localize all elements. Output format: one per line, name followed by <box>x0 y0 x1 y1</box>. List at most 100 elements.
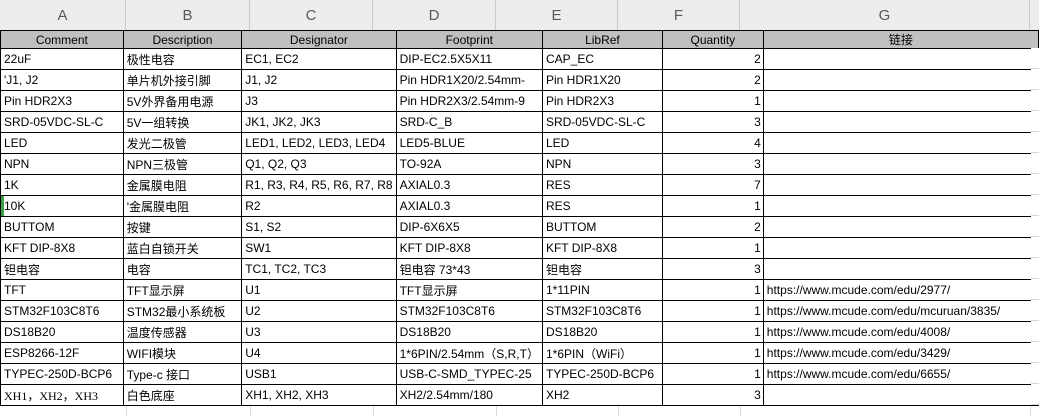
cell-quantity[interactable]: 1 <box>661 342 764 364</box>
cell-link[interactable]: https://www.mcude.com/edu/mcuruan/3835/ <box>762 300 1039 322</box>
cell-footprint[interactable]: TO-92A <box>395 153 543 175</box>
cell-libref[interactable]: CAP_EC <box>541 48 663 70</box>
cell-comment[interactable]: XH1，XH2，XH3 <box>0 384 124 406</box>
cell-comment[interactable]: 'J1, J2 <box>0 69 124 91</box>
cell-description[interactable]: 蓝白自锁开关 <box>122 237 243 259</box>
cell-libref[interactable]: SRD-05VDC-SL-C <box>541 111 663 133</box>
cell-libref[interactable]: BUTTOM <box>541 216 663 238</box>
column-letter-c[interactable]: C <box>250 0 373 30</box>
cell-designator[interactable]: LED1, LED2, LED3, LED4 <box>241 132 397 154</box>
cell-quantity[interactable]: 3 <box>661 111 764 133</box>
column-letter-d[interactable]: D <box>373 0 496 30</box>
cell-footprint[interactable]: LED5-BLUE <box>395 132 543 154</box>
cell-footprint[interactable]: SRD-C_B <box>395 111 543 133</box>
cell-libref[interactable]: NPN <box>541 153 663 175</box>
column-header-quantity[interactable]: Quantity <box>661 30 764 49</box>
cell-link[interactable]: https://www.mcude.com/edu/3429/ <box>762 342 1039 364</box>
cell-comment[interactable]: BUTTOM <box>0 216 124 238</box>
cell-libref[interactable]: 钽电容 <box>541 258 663 280</box>
column-letter-a[interactable]: A <box>0 0 126 30</box>
cell-link[interactable] <box>762 258 1039 280</box>
cell-quantity[interactable]: 7 <box>661 174 764 196</box>
cell-description[interactable]: 按键 <box>122 216 243 238</box>
cell-link[interactable] <box>762 69 1039 91</box>
cell-quantity[interactable]: 4 <box>661 132 764 154</box>
cell-designator[interactable]: J3 <box>241 90 397 112</box>
cell-footprint[interactable]: AXIAL0.3 <box>395 195 543 217</box>
cell-designator[interactable]: EC1, EC2 <box>241 48 397 70</box>
cell-designator[interactable]: R2 <box>241 195 397 217</box>
cell-libref[interactable]: KFT DIP-8X8 <box>541 237 663 259</box>
cell-comment[interactable]: DS18B20 <box>0 321 124 343</box>
cell-quantity[interactable]: 1 <box>661 90 764 112</box>
cell-comment[interactable]: ESP8266-12F <box>0 342 124 364</box>
cell-description[interactable]: Type-c 接口 <box>122 363 243 385</box>
cell-footprint[interactable]: AXIAL0.3 <box>395 174 543 196</box>
cell-footprint[interactable]: DS18B20 <box>395 321 543 343</box>
cell-quantity[interactable]: 2 <box>661 216 764 238</box>
cell-quantity[interactable]: 1 <box>661 237 764 259</box>
cell-comment[interactable]: TYPEC-250D-BCP6 <box>0 363 124 385</box>
cell-quantity[interactable]: 2 <box>661 48 764 70</box>
cell-comment[interactable]: SRD-05VDC-SL-C <box>0 111 124 133</box>
cell-footprint[interactable]: Pin HDR1X20/2.54mm- <box>395 69 543 91</box>
cell-libref[interactable]: TYPEC-250D-BCP6 <box>541 363 663 385</box>
cell-designator[interactable]: U2 <box>241 300 397 322</box>
cell-link[interactable] <box>762 216 1039 238</box>
column-header-description[interactable]: Description <box>122 30 243 49</box>
cell-libref[interactable]: XH2 <box>541 384 663 406</box>
cell-link[interactable] <box>762 111 1039 133</box>
cell-footprint[interactable]: Pin HDR2X3/2.54mm-9 <box>395 90 543 112</box>
cell-designator[interactable]: J1, J2 <box>241 69 397 91</box>
cell-quantity[interactable]: 2 <box>661 69 764 91</box>
cell-libref[interactable]: DS18B20 <box>541 321 663 343</box>
cell-footprint[interactable]: 钽电容 73*43 <box>395 258 543 280</box>
cell-link[interactable]: https://www.mcude.com/edu/2977/ <box>762 279 1039 301</box>
cell-libref[interactable]: 1*11PIN <box>541 279 663 301</box>
cell-quantity[interactable]: 3 <box>661 384 764 406</box>
cell-libref[interactable]: 1*6PIN（WiFi） <box>541 342 663 364</box>
cell-designator[interactable]: JK1, JK2, JK3 <box>241 111 397 133</box>
cell-footprint[interactable]: DIP-6X6X5 <box>395 216 543 238</box>
cell-link[interactable]: https://www.mcude.com/edu/6655/ <box>762 363 1039 385</box>
column-letter-b[interactable]: B <box>126 0 250 30</box>
cell-description[interactable]: 发光二极管 <box>122 132 243 154</box>
cell-comment[interactable]: 22uF <box>0 48 124 70</box>
cell-quantity[interactable]: 1 <box>661 195 764 217</box>
cell-description[interactable]: '金属膜电阻 <box>122 195 243 217</box>
cell-link[interactable]: https://www.mcude.com/edu/4008/ <box>762 321 1039 343</box>
cell-designator[interactable]: S1, S2 <box>241 216 397 238</box>
cell-description[interactable]: NPN三极管 <box>122 153 243 175</box>
column-letter-g[interactable]: G <box>740 0 1030 30</box>
column-header-link[interactable]: 链接 <box>762 30 1039 49</box>
cell-designator[interactable]: U3 <box>241 321 397 343</box>
cell-description[interactable]: 温度传感器 <box>122 321 243 343</box>
cell-comment[interactable]: NPN <box>0 153 124 175</box>
cell-designator[interactable]: TC1, TC2, TC3 <box>241 258 397 280</box>
cell-quantity[interactable]: 1 <box>661 321 764 343</box>
cell-comment[interactable]: TFT <box>0 279 124 301</box>
cell-comment[interactable]: STM32F103C8T6 <box>0 300 124 322</box>
column-header-designator[interactable]: Designator <box>241 30 397 49</box>
cell-description[interactable]: STM32最小系统板 <box>122 300 243 322</box>
cell-quantity[interactable]: 1 <box>661 300 764 322</box>
cell-description[interactable]: 电容 <box>122 258 243 280</box>
cell-libref[interactable]: STM32F103C8T6 <box>541 300 663 322</box>
cell-footprint[interactable]: TFT显示屏 <box>395 279 543 301</box>
cell-designator[interactable]: Q1, Q2, Q3 <box>241 153 397 175</box>
cell-footprint[interactable]: 1*6PIN/2.54mm（S,R,T） <box>395 342 543 364</box>
cell-libref[interactable]: RES <box>541 195 663 217</box>
cell-designator[interactable]: U1 <box>241 279 397 301</box>
cell-comment[interactable]: 钽电容 <box>0 258 124 280</box>
cell-libref[interactable]: RES <box>541 174 663 196</box>
cell-designator[interactable]: SW1 <box>241 237 397 259</box>
cell-description[interactable]: 5V一组转换 <box>122 111 243 133</box>
cell-footprint[interactable]: USB-C-SMD_TYPEC-25 <box>395 363 543 385</box>
cell-link[interactable] <box>762 90 1039 112</box>
cell-description[interactable]: 白色底座 <box>122 384 243 406</box>
cell-designator[interactable]: U4 <box>241 342 397 364</box>
cell-link[interactable] <box>762 153 1039 175</box>
column-header-footprint[interactable]: Footprint <box>395 30 543 49</box>
cell-link[interactable] <box>762 237 1039 259</box>
cell-comment[interactable]: LED <box>0 132 124 154</box>
